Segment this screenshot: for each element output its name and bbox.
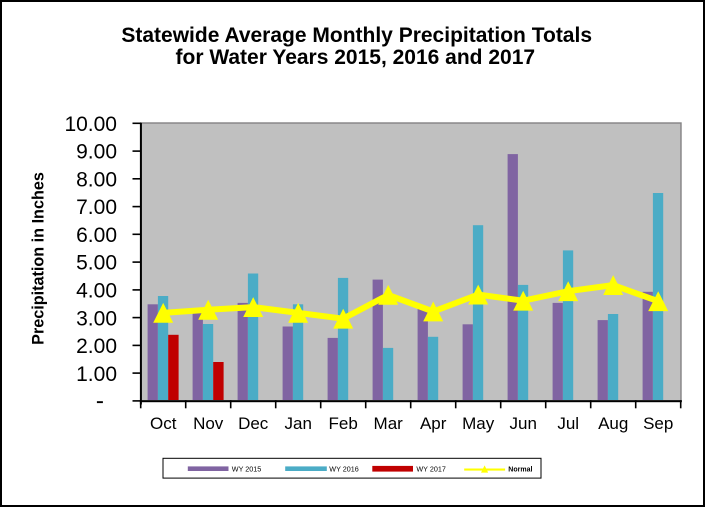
svg-text:May: May [462, 414, 495, 433]
svg-text:7.00: 7.00 [76, 196, 117, 219]
svg-text:Jun: Jun [509, 414, 536, 433]
svg-text:Oct: Oct [150, 414, 177, 433]
svg-text:1.00: 1.00 [76, 363, 117, 386]
svg-text:2.00: 2.00 [76, 335, 117, 358]
svg-text:Jan: Jan [284, 414, 311, 433]
svg-text:3.00: 3.00 [76, 307, 117, 330]
svg-text:Nov: Nov [193, 414, 224, 433]
svg-text:5.00: 5.00 [76, 252, 117, 275]
svg-text:10.00: 10.00 [64, 113, 117, 136]
svg-text:WY 2016: WY 2016 [329, 464, 358, 473]
svg-text:Aug: Aug [598, 414, 628, 433]
svg-text:6.00: 6.00 [76, 224, 117, 247]
svg-text:WY 2015: WY 2015 [232, 464, 261, 473]
svg-text:Dec: Dec [238, 414, 269, 433]
svg-text:Jul: Jul [557, 414, 579, 433]
svg-text:for Water Years 2015, 2016 and: for Water Years 2015, 2016 and 2017 [176, 46, 536, 69]
svg-text:Normal: Normal [508, 466, 532, 473]
svg-text:WY 2017: WY 2017 [416, 464, 445, 473]
svg-text:Feb: Feb [329, 414, 358, 433]
svg-text:Apr: Apr [420, 414, 447, 433]
svg-text:Sep: Sep [643, 414, 673, 433]
svg-text:Precipitation in Inches: Precipitation in Inches [30, 172, 48, 345]
svg-text:9.00: 9.00 [76, 141, 117, 164]
svg-text:Statewide Average Monthly Prec: Statewide Average Monthly Precipitation … [121, 24, 592, 47]
svg-text:8.00: 8.00 [76, 169, 117, 192]
svg-text:Mar: Mar [374, 414, 404, 433]
svg-text:4.00: 4.00 [76, 280, 117, 303]
